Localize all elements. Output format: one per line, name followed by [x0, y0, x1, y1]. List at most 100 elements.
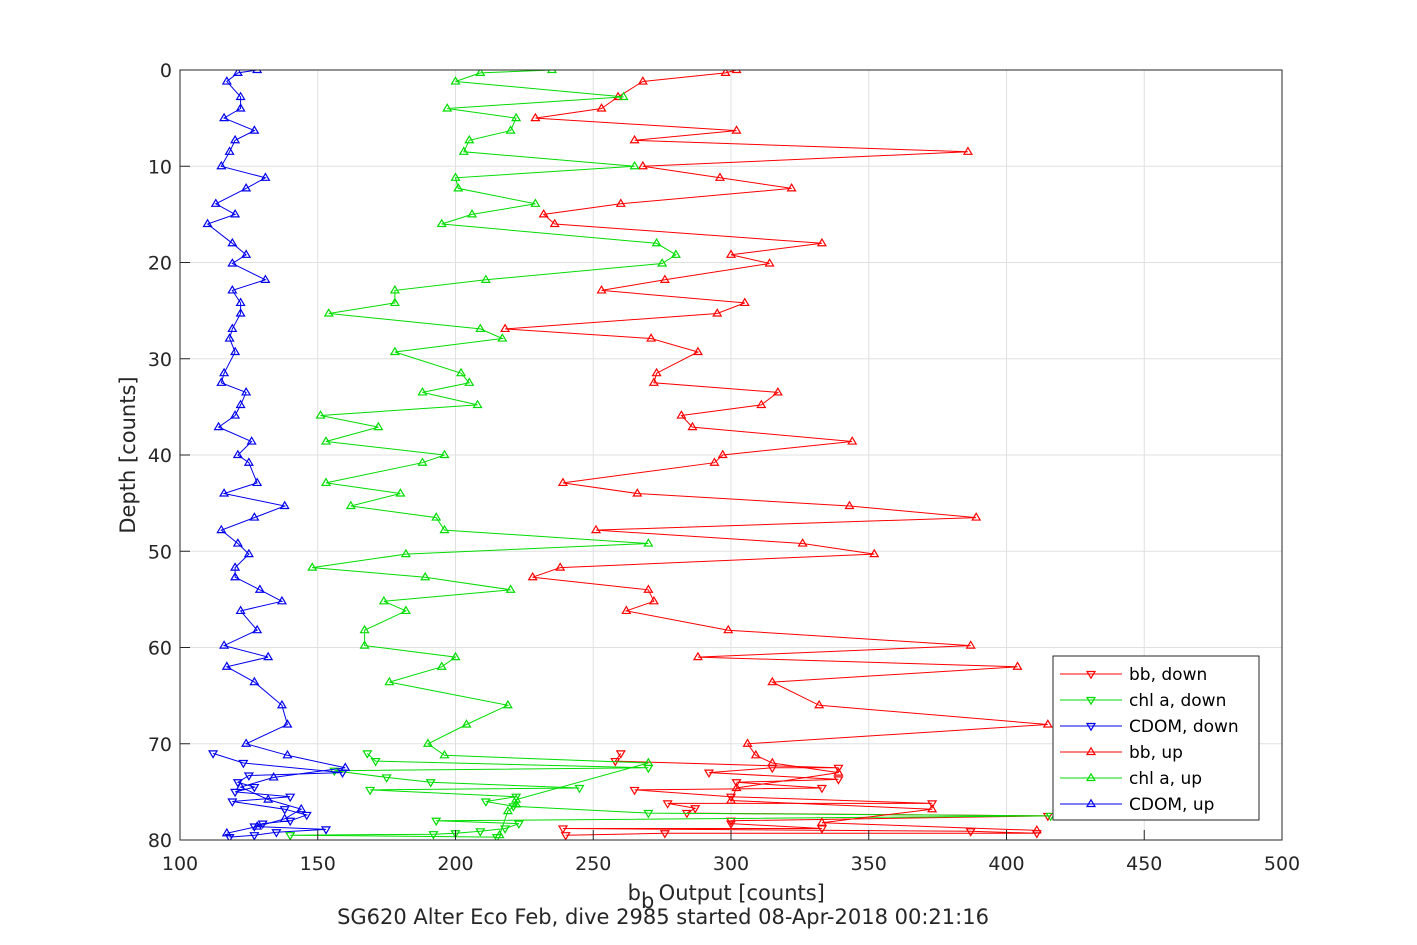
data-point-chl-a-up: [511, 794, 522, 803]
data-point-chl-a-down: [428, 831, 439, 840]
data-point-bb-up: [527, 571, 538, 581]
data-point-cdom-up: [263, 651, 274, 661]
data-point-bb-up: [646, 333, 657, 342]
data-point-chl-a-up: [464, 377, 475, 386]
y-tick-label: 50: [148, 541, 172, 563]
data-point-chl-a-up: [461, 719, 472, 728]
data-point-chl-a-down: [574, 784, 585, 794]
data-point-cdom-up: [241, 738, 252, 747]
y-tick-label: 80: [148, 830, 172, 852]
data-point-cdom-down: [243, 772, 254, 781]
data-point-chl-a-up: [436, 218, 447, 228]
data-point-chl-a-up: [629, 160, 640, 170]
data-point-bb-up: [971, 512, 982, 521]
legend-label-cdom-down: CDOM, down: [1129, 717, 1239, 737]
series-line-cdom-up: [206, 70, 346, 834]
data-point-bb-up: [596, 285, 607, 294]
data-point-bb-up: [1012, 661, 1023, 670]
data-point-cdom-up: [340, 762, 351, 771]
data-point-chl-a-up: [359, 640, 370, 649]
data-point-cdom-up: [260, 172, 271, 181]
data-point-bb-up: [692, 346, 703, 356]
legend-marker-chl-a-up: [1085, 772, 1097, 782]
data-point-chl-a-up: [497, 333, 508, 342]
data-point-chl-a-up: [458, 146, 469, 155]
data-point-cdom-up: [241, 387, 252, 396]
data-point-cdom-up: [263, 794, 274, 803]
data-point-bb-up: [648, 595, 659, 605]
data-point-cdom-up: [219, 112, 230, 122]
data-point-chl-a-up: [464, 134, 475, 144]
data-point-chl-a-up: [320, 477, 332, 487]
data-point-chl-a-up: [475, 70, 486, 77]
data-point-bb-down: [557, 825, 568, 834]
data-point-cdom-up: [254, 584, 265, 593]
data-point-chl-a-up: [455, 367, 467, 377]
data-point-cdom-up: [232, 70, 243, 77]
data-point-cdom-up: [227, 258, 238, 267]
data-point-bb-down: [816, 784, 827, 794]
data-point-cdom-up: [252, 821, 263, 830]
data-point-chl-a-down: [643, 809, 654, 819]
data-point-bb-up: [816, 817, 827, 826]
data-point-bb-up: [687, 421, 698, 431]
series-bb-down: [557, 750, 1053, 840]
data-point-bb-up: [557, 477, 568, 487]
data-point-bb-up: [731, 782, 742, 792]
data-point-bb-down: [965, 828, 976, 837]
data-point-bb-up: [637, 160, 648, 170]
y-axis-title: Depth [counts]: [116, 376, 140, 533]
data-point-bb-up: [767, 757, 778, 767]
legend-marker-cdom-down: [1085, 722, 1097, 732]
series-line-cdom-down: [212, 752, 343, 838]
data-point-bb-up: [530, 112, 541, 122]
data-point-bb-up: [965, 640, 976, 649]
data-point-bb-up: [720, 70, 731, 77]
series-bb-up: [500, 70, 1053, 834]
data-point-chl-a-up: [439, 449, 450, 459]
data-point-bb-down: [816, 825, 827, 834]
data-point-cdom-down: [249, 832, 260, 840]
data-point-chl-a-up: [384, 676, 395, 686]
x-tick-label: 350: [851, 853, 887, 875]
data-point-bb-up: [847, 436, 858, 445]
data-point-bb-down: [1031, 830, 1042, 839]
data-point-chl-a-up: [450, 76, 461, 85]
data-point-cdom-up: [216, 377, 227, 386]
data-point-chl-a-up: [389, 346, 400, 356]
data-point-bb-down: [659, 830, 670, 839]
data-point-cdom-up: [227, 237, 238, 247]
data-point-cdom-up: [230, 346, 241, 356]
data-point-chl-a-up: [378, 595, 389, 605]
data-point-cdom-down: [230, 788, 241, 798]
data-point-chl-a-up: [511, 112, 522, 122]
data-point-cdom-down: [238, 759, 249, 769]
data-point-bb-up: [643, 584, 654, 593]
data-point-bb-up: [814, 699, 825, 709]
data-point-chl-a-down: [370, 757, 381, 767]
data-point-bb-up: [731, 125, 742, 134]
data-point-bb-down: [731, 779, 742, 788]
data-point-cdom-up: [216, 160, 227, 170]
series-chl-a-up: [307, 70, 681, 839]
data-point-cdom-up: [235, 399, 246, 409]
data-point-chl-a-down: [425, 779, 436, 788]
data-point-cdom-down: [285, 793, 296, 803]
data-point-chl-a-up: [307, 562, 318, 571]
data-point-chl-a-up: [442, 103, 453, 112]
data-point-cdom-up: [260, 274, 271, 283]
data-point-bb-up: [651, 367, 662, 377]
data-point-bb-down: [560, 832, 571, 840]
legend-marker-chl-a-down: [1085, 696, 1097, 706]
data-point-bb-up: [833, 767, 844, 776]
data-point-cdom-up: [282, 749, 293, 759]
data-point-cdom-up: [276, 699, 287, 709]
data-point-chl-a-up: [494, 829, 505, 839]
series-line-bb-down: [562, 753, 1048, 836]
data-point-cdom-up: [232, 538, 243, 547]
legend-label-bb-up: bb, up: [1129, 743, 1183, 763]
x-tick-label: 250: [575, 853, 611, 875]
data-point-bb-up: [756, 399, 767, 409]
x-tick-label: 400: [988, 853, 1024, 875]
